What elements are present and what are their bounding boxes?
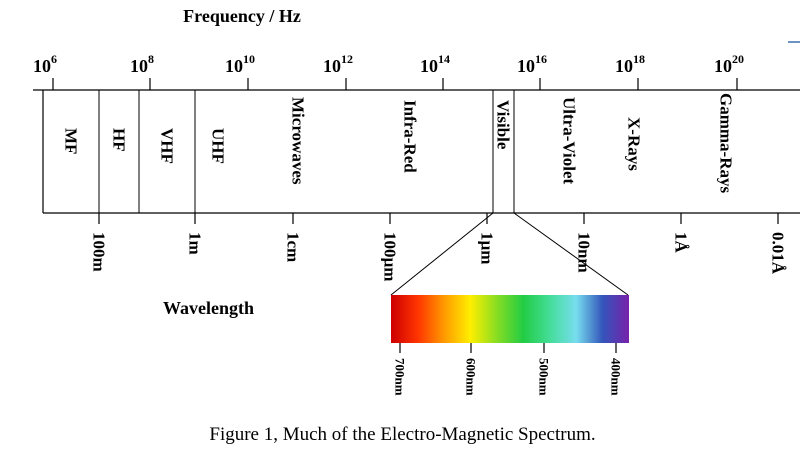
visible-wavelength-ticks: 700nm 600nm 500nm 400nm (393, 343, 624, 396)
band-label-ultra-violet: Ultra-Violet (560, 97, 579, 185)
wavelength-tick-label: 0.01Å (769, 232, 788, 275)
band-label-vhf: VHF (158, 128, 177, 164)
wavelength-tick-label: 100µm (381, 232, 400, 281)
visible-wavelength-tick-label: 700nm (393, 358, 408, 396)
frequency-tick-label: 1020 (714, 52, 744, 76)
band-label-x-rays: X-Rays (625, 117, 644, 171)
frequency-tick-label: 1018 (615, 52, 645, 76)
band-label-hf: HF (110, 128, 129, 152)
frequency-tick-label: 1016 (517, 52, 547, 76)
visible-projection-right (513, 212, 629, 296)
visible-wavelength-tick-label: 500nm (537, 358, 552, 396)
band-label-microwaves: Microwaves (289, 97, 308, 185)
spectrum-band-box (33, 89, 800, 214)
visible-colour-bar (391, 295, 629, 343)
visible-wavelength-tick-label: 400nm (609, 358, 624, 396)
visible-projection-left (390, 212, 494, 296)
frequency-tick-label: 108 (130, 52, 154, 76)
band-dividers (98, 90, 515, 213)
figure-caption: Figure 1, Much of the Electro-Magnetic S… (209, 424, 596, 445)
wavelength-tick-label: 1Å (672, 232, 691, 254)
wavelength-ticks: 100m 1m 1cm 100µm 1µm 10nm 1Å 0.01Å (90, 213, 788, 281)
frequency-tick-label: 1012 (323, 52, 353, 76)
frequency-tick-label: 106 (33, 52, 57, 76)
wavelength-tick-label: 1m (186, 232, 205, 255)
frequency-ticks: 106 108 1010 1012 1014 1016 1018 1020 (33, 52, 744, 90)
band-label-visible: Visible (494, 100, 513, 150)
frequency-axis-title: Frequency / Hz (183, 6, 301, 26)
band-label-infra-red: Infra-Red (401, 100, 420, 173)
band-label-gamma-rays: Gamma-Rays (717, 93, 736, 193)
band-label-mf: MF (62, 128, 81, 154)
visible-wavelength-tick-label: 600nm (464, 358, 479, 396)
frequency-tick-label: 1014 (420, 52, 450, 76)
wavelength-tick-label: 1cm (284, 232, 303, 262)
band-label-uhf: UHF (209, 128, 228, 164)
wavelength-tick-label: 10nm (575, 232, 594, 273)
wavelength-label: Wavelength (163, 298, 254, 318)
band-labels: MF HF VHF UHF Microwaves Infra-Red Visible Ultr… (62, 93, 736, 193)
frequency-tick-label: 1010 (225, 52, 255, 76)
wavelength-tick-label: 1µm (478, 232, 497, 264)
wavelength-tick-label: 100m (90, 232, 109, 272)
